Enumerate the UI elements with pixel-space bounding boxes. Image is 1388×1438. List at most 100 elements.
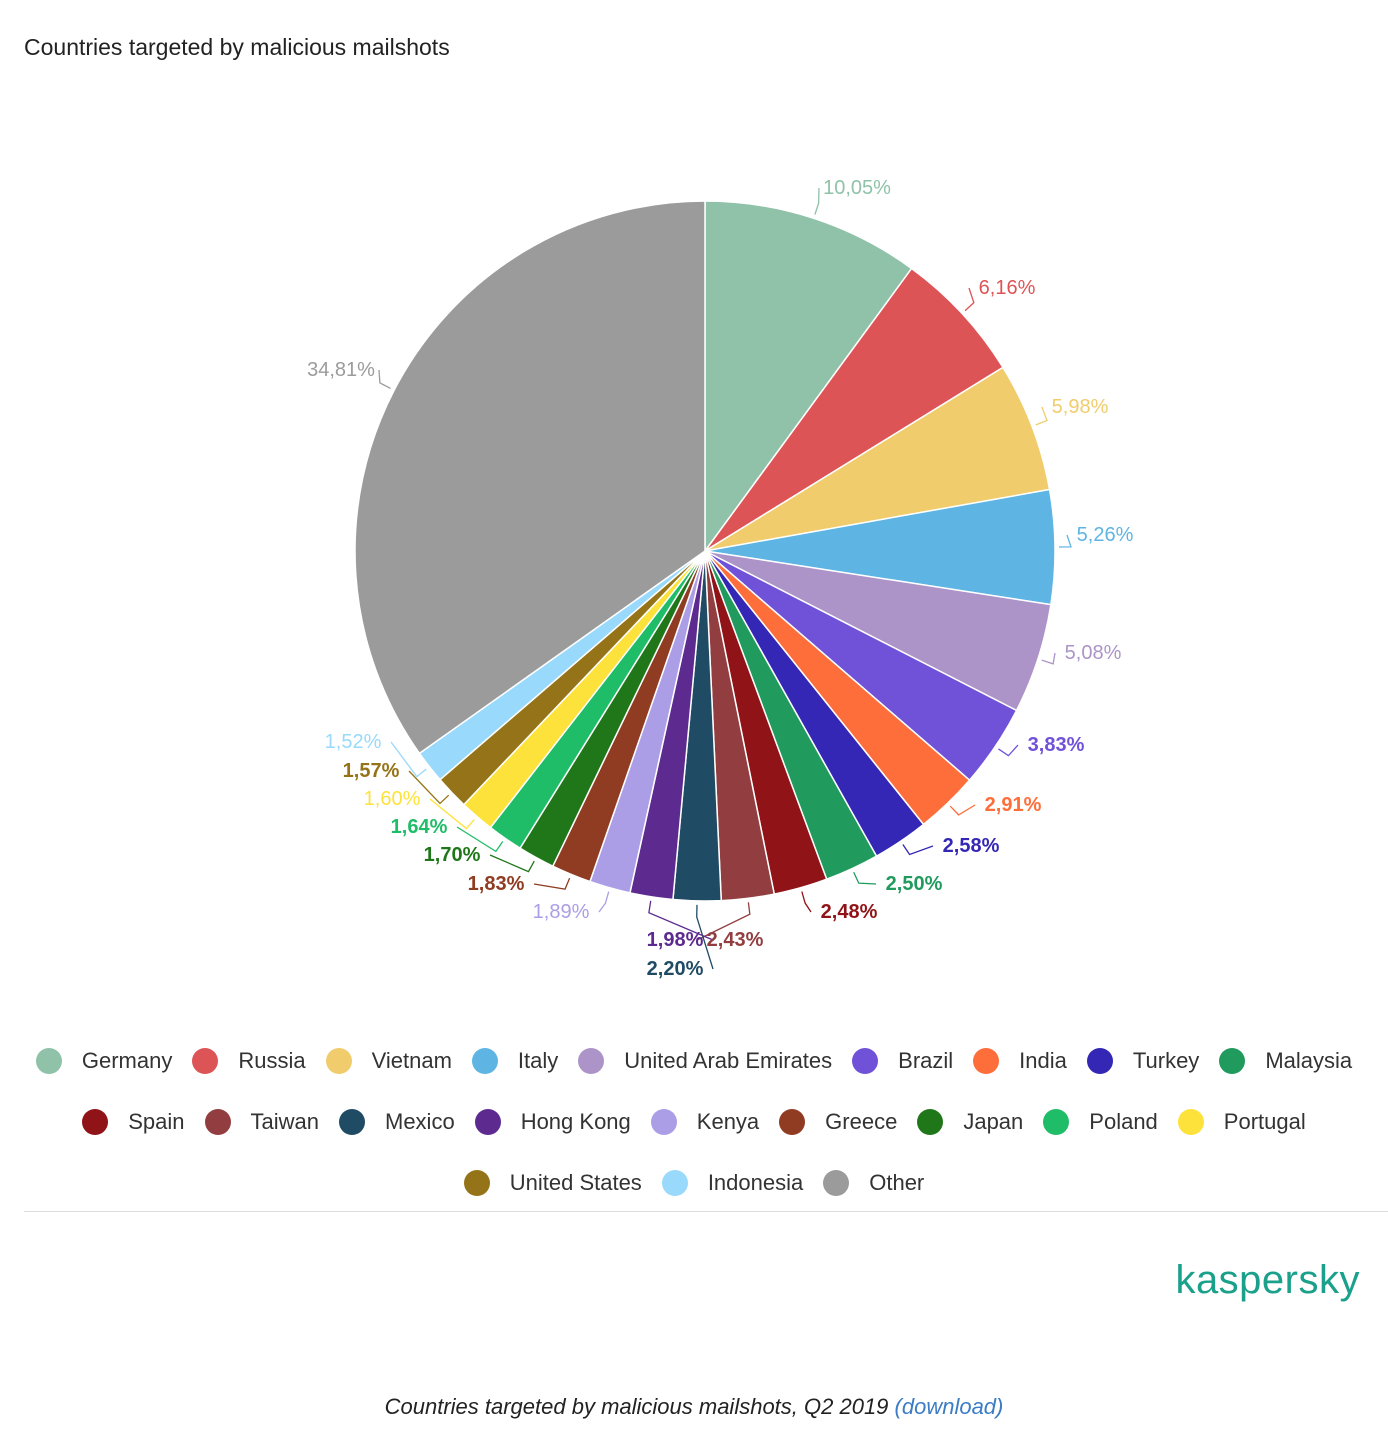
legend-marker: [204, 1108, 231, 1135]
label-turkey: 2,58%: [943, 835, 1000, 857]
legend-marker: [852, 1047, 879, 1074]
label-vietnam: 5,98%: [1052, 396, 1109, 418]
legend-item-japan[interactable]: Japan: [917, 1108, 1024, 1135]
connector-other: [378, 369, 391, 389]
legend-label: Spain: [128, 1108, 185, 1134]
legend-marker: [339, 1108, 365, 1135]
legend-item-russia[interactable]: Russia: [192, 1047, 306, 1074]
label-brazil: 3,83%: [1028, 734, 1085, 756]
legend-marker: [578, 1047, 605, 1074]
legend-marker: [35, 1047, 62, 1074]
connector-italy: [1058, 534, 1072, 548]
legend-marker: [325, 1047, 352, 1074]
label-other: 34,81%: [307, 359, 375, 381]
legend-item-poland[interactable]: Poland: [1043, 1108, 1158, 1135]
label-connectors: [378, 187, 1072, 970]
connector-indonesia: [390, 741, 427, 778]
slice-russia: [704, 267, 1004, 552]
label-japan: 1,70%: [424, 844, 481, 866]
legend-label: Portugal: [1223, 1108, 1306, 1134]
legend-item-germany[interactable]: Germany: [35, 1047, 173, 1074]
connector-spain: [801, 891, 812, 913]
label-indonesia: 1,52%: [325, 731, 382, 753]
legend-row-1: Germany Russia Vietnam Italy United Arab Emi…: [0, 1030, 1388, 1091]
legend-label: Japan: [963, 1108, 1024, 1134]
legend-marker: [82, 1108, 109, 1135]
connector-turkey: [902, 844, 934, 856]
legend-item-india[interactable]: India: [973, 1047, 1067, 1074]
legend-label: Malaysia: [1265, 1047, 1353, 1073]
legend-label: Brazil: [898, 1047, 954, 1073]
chart-title: Countries targeted by malicious mailshot…: [24, 34, 450, 60]
label-portugal: 1,60%: [364, 788, 421, 810]
legend-marker: [192, 1047, 219, 1074]
legend-label: India: [1019, 1047, 1067, 1073]
label-greece: 1,83%: [468, 873, 525, 895]
label-mexico: 2,20%: [647, 958, 704, 980]
legend-label: United States: [509, 1169, 642, 1195]
legend-label: Poland: [1089, 1108, 1158, 1134]
connector-taiwan: [696, 902, 751, 941]
legend-row-3: United States Indonesia Other: [0, 1152, 1388, 1213]
legend-label: Mexico: [385, 1108, 455, 1134]
legend-item-italy[interactable]: Italy: [471, 1047, 558, 1074]
pie-chart: 10,05% 6,16% 5,98% 5,26% 5,08% 3,83% 2,91% 2,58…: [307, 177, 1133, 980]
legend-item-united-states[interactable]: United States: [463, 1169, 642, 1196]
legend-marker: [1177, 1108, 1204, 1135]
connector-portugal: [429, 798, 475, 830]
connector-malaysia: [853, 871, 877, 885]
connector-mexico: [696, 904, 714, 970]
connector-kenya: [598, 891, 610, 913]
legend-marker: [823, 1169, 850, 1196]
legend-item-united-arab-emirates[interactable]: United Arab Emirates: [578, 1047, 833, 1074]
legend-marker: [650, 1108, 677, 1135]
connector-united-states: [408, 770, 450, 805]
label-germany: 10,05%: [823, 177, 891, 199]
legend-item-vietnam[interactable]: Vietnam: [325, 1047, 452, 1074]
legend-label: Other: [869, 1169, 925, 1195]
legend-item-mexico[interactable]: Mexico: [339, 1108, 455, 1135]
legend-marker: [463, 1169, 490, 1196]
legend-item-hong-kong[interactable]: Hong Kong: [474, 1108, 631, 1135]
legend-marker: [779, 1108, 806, 1135]
label-united-states: 1,57%: [343, 760, 400, 782]
pie-slices: [354, 200, 1056, 902]
legend-marker: [474, 1108, 501, 1135]
legend-item-kenya[interactable]: Kenya: [650, 1108, 759, 1135]
legend-label: Russia: [238, 1047, 306, 1073]
legend-row-2: Spain Taiwan Mexico Hong Kong Kenya Greece Jap…: [0, 1091, 1388, 1152]
legend-label: Taiwan: [250, 1108, 319, 1134]
legend-marker: [917, 1108, 944, 1135]
label-india: 2,91%: [985, 794, 1042, 816]
legend-item-turkey[interactable]: Turkey: [1086, 1047, 1199, 1074]
label-taiwan: 2,43%: [707, 929, 764, 951]
legend-marker: [1086, 1047, 1113, 1074]
legend-item-indonesia[interactable]: Indonesia: [661, 1169, 804, 1196]
legend-item-spain[interactable]: Spain: [82, 1108, 185, 1135]
legend-marker: [1043, 1108, 1070, 1135]
connector-india: [949, 804, 976, 816]
label-spain: 2,48%: [821, 901, 878, 923]
legend-item-portugal[interactable]: Portugal: [1177, 1108, 1306, 1135]
legend-label: Indonesia: [707, 1169, 804, 1195]
legend-item-taiwan[interactable]: Taiwan: [204, 1108, 319, 1135]
legend-item-brazil[interactable]: Brazil: [852, 1047, 954, 1074]
label-hong-kong: 1,98%: [647, 929, 704, 951]
connector-poland: [456, 826, 504, 853]
legend-item-other[interactable]: Other: [823, 1169, 925, 1196]
divider: [24, 1211, 1388, 1212]
connector-hong-kong: [648, 900, 714, 941]
download-link[interactable]: (download): [894, 1394, 1004, 1419]
legend-marker: [973, 1047, 1000, 1074]
legend-label: Vietnam: [371, 1047, 452, 1073]
label-russia: 6,16%: [979, 277, 1036, 299]
legend-item-malaysia[interactable]: Malaysia: [1219, 1047, 1353, 1074]
slice-other: [354, 200, 706, 755]
legend-label: Germany: [81, 1047, 173, 1073]
connector-russia: [964, 287, 975, 312]
connector-brazil: [998, 744, 1019, 757]
legend-label: United Arab Emirates: [624, 1047, 833, 1073]
connector-vietnam: [1035, 406, 1048, 426]
legend: Germany Russia Vietnam Italy United Arab Emi…: [0, 1030, 1388, 1213]
legend-item-greece[interactable]: Greece: [779, 1108, 897, 1135]
